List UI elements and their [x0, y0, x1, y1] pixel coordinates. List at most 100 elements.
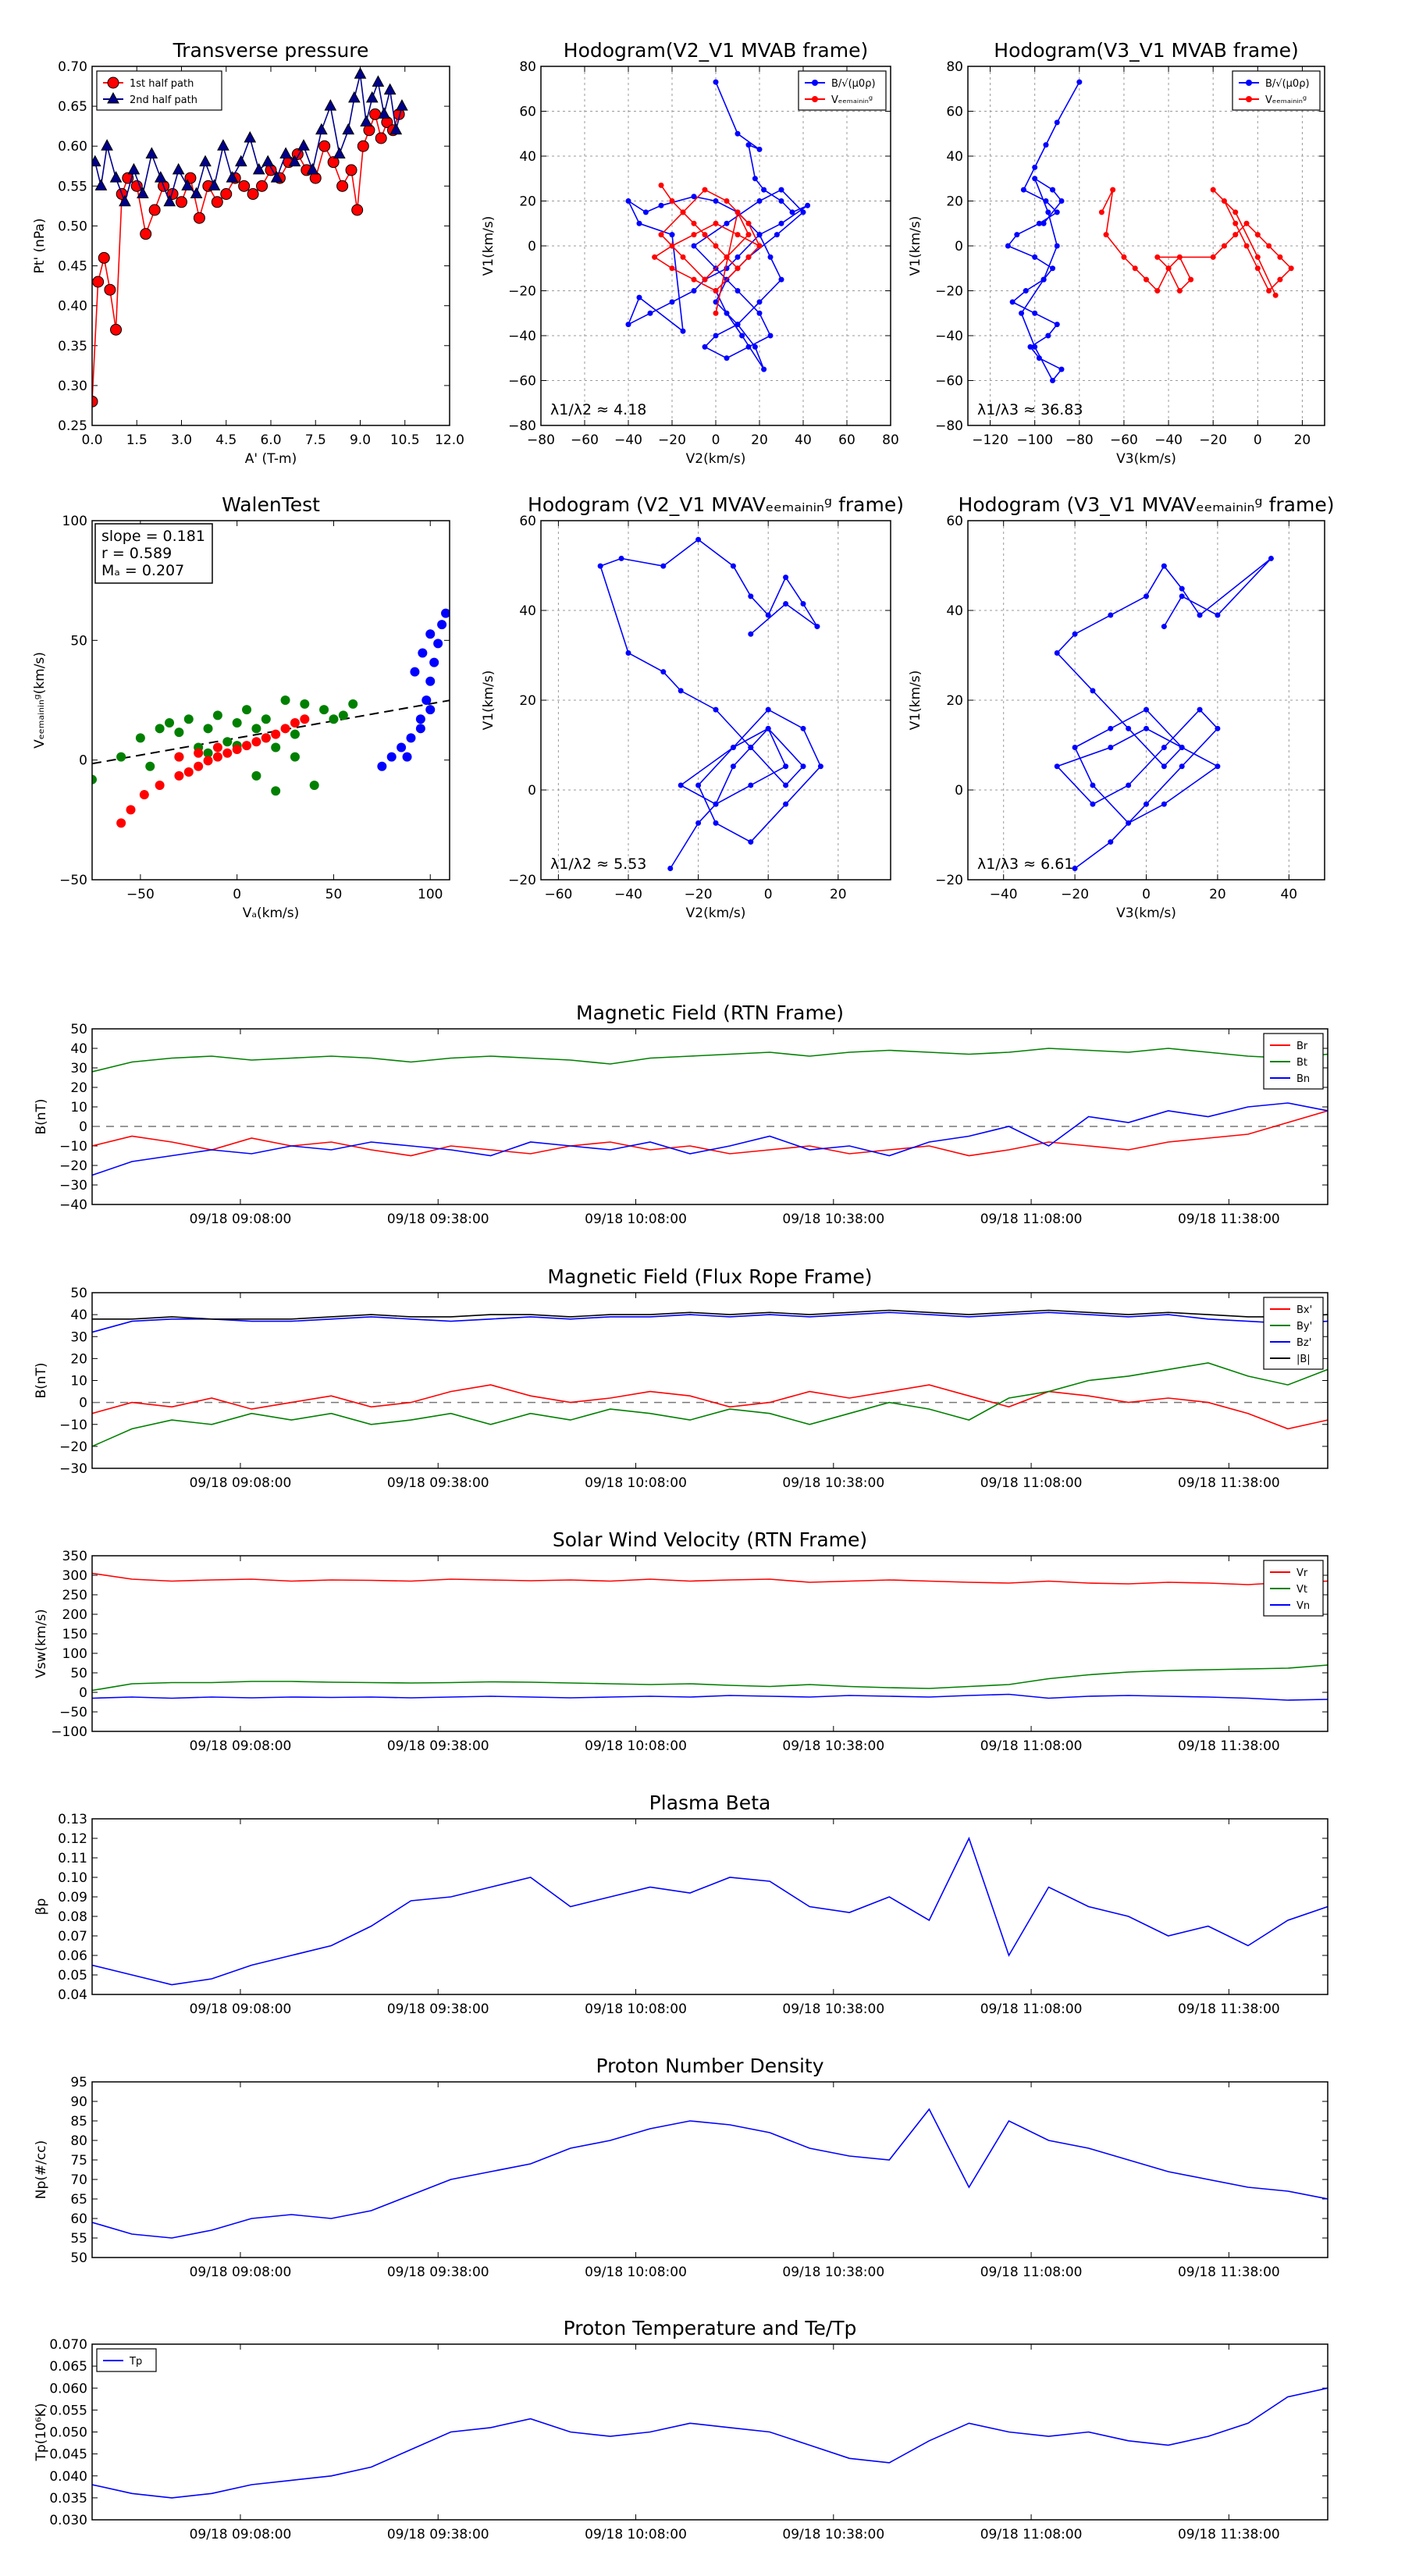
fit-line	[92, 699, 450, 765]
series-2nd-half-path-point	[101, 139, 113, 151]
y-tick-label: 60	[946, 514, 963, 529]
x-tick-label: 0	[764, 887, 773, 902]
series-b-0--point	[1054, 119, 1060, 126]
series-blue-point	[377, 761, 387, 771]
stats-line: Mₐ = 0.207	[101, 562, 184, 579]
y-tick-label: 75	[70, 2153, 87, 2169]
series-blue-point	[415, 724, 425, 734]
series-b-0--point	[691, 243, 697, 249]
series-hodogram-point	[800, 725, 806, 731]
chart-title: Proton Number Density	[596, 2055, 824, 2077]
chart-title: WalenTest	[222, 493, 320, 516]
y-tick-label: −30	[59, 1461, 87, 1477]
y-tick-label: 0.40	[58, 299, 87, 315]
series-blue-point	[425, 629, 436, 639]
y-tick-label: 300	[62, 1568, 87, 1584]
series-v--point	[745, 254, 752, 260]
x-tick-label: 09/18 10:38:00	[782, 2001, 884, 2017]
plot-frame	[91, 1555, 1329, 1732]
eigen-ratio-label: λ1/λ3 ≈ 6.61	[977, 856, 1073, 873]
series-blue-point	[422, 696, 432, 705]
x-tick-label: 09/18 11:08:00	[980, 1475, 1083, 1491]
series-b-0--point	[669, 232, 675, 238]
series-blue-point	[402, 752, 412, 762]
y-tick-label: 80	[946, 59, 963, 75]
y-tick-label: 0.050	[49, 2425, 87, 2441]
x-tick-label: 09/18 10:38:00	[782, 2265, 884, 2280]
series-green-point	[116, 752, 126, 762]
series-1st-half-path-point	[193, 212, 205, 224]
series-b-0--point	[1076, 79, 1083, 85]
series-bz--line	[92, 1311, 1328, 1333]
x-tick-label: −100	[1016, 432, 1053, 448]
y-tick-label: 150	[62, 1627, 87, 1642]
series-v--point	[1232, 232, 1239, 238]
series-2nd-half-path-point	[372, 75, 385, 87]
series-hodogram-point	[800, 601, 806, 607]
series-hodogram-point	[1161, 801, 1167, 807]
y-tick-label: 0.07	[58, 1929, 87, 1944]
series-hodogram-point	[1126, 782, 1132, 788]
series-b-0--point	[1043, 142, 1049, 148]
x-tick-label: 0	[1254, 432, 1262, 448]
series-red-point	[212, 752, 222, 762]
x-tick-label: −20	[658, 432, 686, 448]
series-v--point	[756, 243, 763, 249]
series-red-point	[290, 718, 300, 728]
series-v--point	[669, 243, 675, 249]
stats-line: slope = 0.181	[101, 528, 205, 545]
series-green-point	[145, 761, 155, 771]
series-vt-line	[92, 1664, 1328, 1692]
series-green-point	[329, 714, 339, 724]
series-2nd-half-path-point	[199, 155, 212, 167]
y-tick-label: 40	[519, 603, 536, 619]
y-tick-label: 20	[519, 693, 536, 709]
series-v--point	[1210, 254, 1216, 260]
series-b-0--point	[761, 187, 767, 193]
legend: B/√(μ0ρ) Vₑₑₘₐᵢₙᵢₙᵍ	[1232, 70, 1321, 111]
series-hodogram-point	[713, 820, 719, 826]
series-red-point	[232, 744, 242, 754]
series-b-0--point	[756, 198, 763, 204]
y-axis-label: Vₑₑₘₐᵢₙᵢₙᵍ(km/s)	[32, 652, 48, 749]
series-hodogram-point	[1108, 725, 1114, 731]
x-tick-label: 0	[233, 887, 241, 902]
series-red-point	[261, 733, 271, 743]
series-1st-half-path-point	[220, 188, 233, 201]
series-hodogram-point	[1268, 555, 1274, 561]
legend-marker	[107, 76, 119, 89]
series-hodogram-point	[730, 563, 736, 569]
series-b-0--point	[724, 310, 730, 316]
y-axis-label: V1(km/s)	[481, 216, 496, 276]
y-axis-label: Np(#/cc)	[34, 2140, 49, 2199]
chart-title: Magnetic Field (Flux Rope Frame)	[547, 1265, 872, 1288]
y-tick-label: 0.50	[58, 219, 87, 234]
series-v--point	[691, 276, 697, 283]
legend-frame	[1232, 70, 1321, 111]
y-tick-label: −20	[508, 284, 536, 300]
series-2nd-half-path-point	[109, 171, 123, 183]
y-tick-label: 40	[70, 1041, 87, 1057]
series-1st-half-path-point	[357, 140, 369, 152]
y-tick-label: 0.60	[58, 139, 87, 155]
series-hodogram-point	[1090, 688, 1096, 694]
data-layer	[92, 1572, 1328, 1701]
series-green-point	[203, 724, 213, 734]
x-tick-label: −40	[1154, 432, 1183, 448]
legend-label: Br	[1297, 1041, 1308, 1052]
series-b-0--point	[625, 322, 631, 328]
y-tick-label: 30	[70, 1329, 87, 1345]
series-hodogram-point	[1215, 612, 1221, 618]
chart-6: Magnetic Field (RTN Frame) −40 −30 −20 −10 0 1…	[34, 1002, 1329, 1227]
y-tick-label: 0	[79, 753, 87, 769]
y-tick-label: 0.035	[49, 2491, 87, 2507]
y-tick-label: 0.55	[58, 179, 87, 194]
series-b-0--point	[756, 310, 763, 316]
series-v--point	[652, 254, 658, 260]
series-hodogram-point	[1161, 745, 1167, 751]
series-v--point	[735, 209, 741, 215]
series-green-point	[242, 705, 252, 715]
series-2nd-half-path-point	[145, 147, 158, 158]
plot-frame	[91, 66, 450, 426]
